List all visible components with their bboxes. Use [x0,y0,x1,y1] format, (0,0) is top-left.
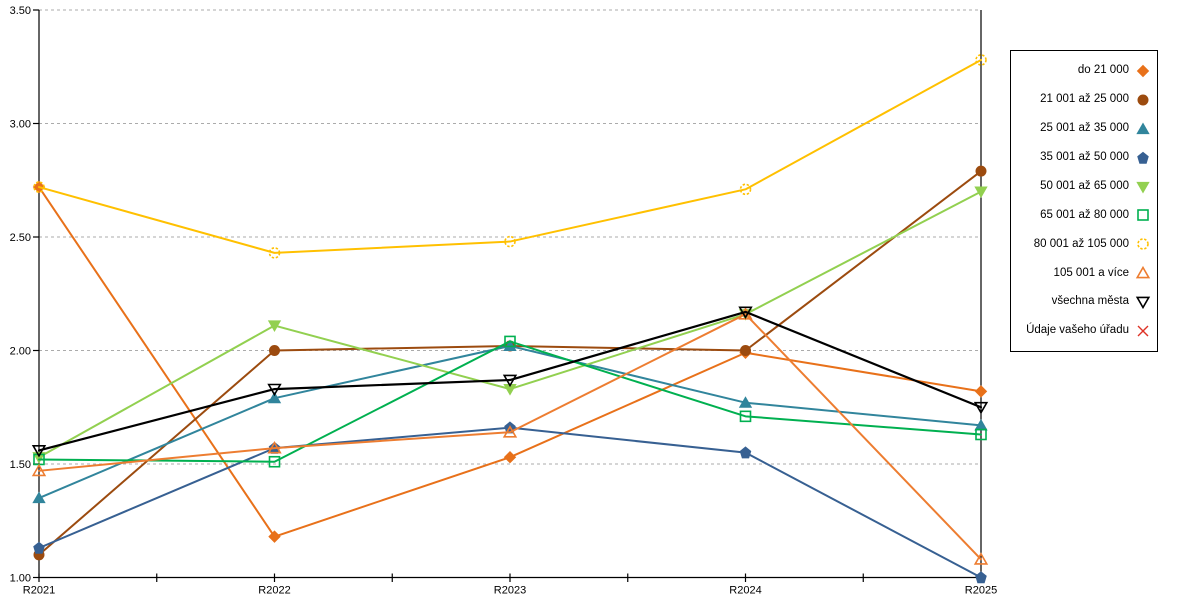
plot-area: 1.00 1.50 2.00 2.50 3.00 3.50 R2021 R2022 R2023 R… [10,5,998,597]
x-legend-icon [1137,325,1149,337]
series-line [38,426,982,579]
triangle-up-legend-icon [1136,122,1150,134]
triangle-down-marker [738,306,753,320]
triangle-up-marker [1135,266,1151,279]
triangle-down-marker [31,444,47,458]
legend-label: 50 001 až 65 000 [1040,179,1129,192]
triangle-up-marker [503,339,517,352]
series-line [38,58,982,254]
triangle-down-marker [1135,296,1151,310]
series-line [37,310,983,452]
legend-label: Údaje vašeho úřadu [1026,324,1129,337]
diamond-marker [1136,64,1150,78]
legend-item: 65 001 až 80 000 [1011,202,1157,228]
square-marker [975,428,987,441]
legend-label: všechna města [1051,295,1129,308]
triangle-up-marker [267,391,282,404]
x-tick-label: R2021 [23,585,55,597]
legend-item: do 21 000 [1011,58,1157,84]
pentagon-legend-icon [1137,151,1149,164]
circle-marker [268,247,281,259]
square-marker [739,410,752,423]
circle-marker [1137,238,1149,251]
legend-item: všechna města [1011,289,1157,315]
y-tick-label: 2.50 [10,232,31,244]
circle-marker [740,345,751,356]
pentagon-marker [1137,151,1149,164]
pentagon-marker [33,541,45,554]
y-tick-label: 3.50 [10,5,31,17]
y-tick-label: 1.50 [10,459,31,471]
triangle-down-marker [502,374,518,388]
y-tick-label: 3.00 [10,119,31,131]
x-tick-label: R2025 [965,585,997,597]
circle-legend-icon [1137,94,1149,106]
series-line [38,170,982,556]
circle-marker [504,235,516,248]
legend-label: 21 001 až 25 000 [1040,93,1129,106]
triangle-down-marker [267,383,282,397]
circle-marker [269,345,280,356]
legend-item: 25 001 až 35 000 [1011,116,1157,142]
legend-item: Údaje vašeho úřadu [1011,318,1157,344]
circle-marker [33,181,45,193]
legend-label: 105 001 a více [1053,266,1129,279]
circle-marker [739,183,752,196]
diamond-legend-icon [1136,64,1150,78]
triangle-up-marker [1136,122,1150,134]
x-marker [1137,325,1149,337]
triangle-up-marker [502,425,518,438]
diamond-marker [268,530,281,543]
triangle-up-marker [32,491,46,504]
triangle-up-marker [738,396,753,408]
triangle-down-marker [267,320,282,333]
square-marker [268,455,281,468]
legend-label: 80 001 až 105 000 [1033,237,1129,250]
diamond-marker [503,450,517,464]
pentagon-marker [975,571,987,584]
circle-legend-icon [1137,238,1149,251]
series-line [38,340,982,463]
triangle-down-marker [974,186,988,199]
circle-marker [1137,94,1149,106]
legend-item: 21 001 až 25 000 [1011,87,1157,113]
triangle-up-marker [973,552,989,565]
legend-item: 50 001 až 65 000 [1011,174,1157,200]
y-tick-label: 1.00 [10,573,31,585]
legend-label: 25 001 až 35 000 [1040,121,1129,134]
legend-label: 35 001 až 50 000 [1040,150,1129,163]
y-tick-label: 2.00 [10,346,31,358]
x-tick-label: R2022 [258,585,290,597]
x-tick-label: R2024 [729,585,761,597]
triangle-down-legend-icon [1136,181,1150,194]
series-line [38,186,982,538]
circle-marker [975,165,987,177]
triangle-up-marker [31,463,47,477]
x-tick-label: R2023 [494,585,526,597]
square-marker [504,335,516,348]
triangle-up-legend-icon [1135,266,1151,279]
chart-legend: do 21 000 21 001 až 25 000 25 001 až 35 00… [1010,50,1158,352]
legend-item: 80 001 až 105 000 [1011,231,1157,257]
diamond-marker [974,385,988,398]
triangle-down-legend-icon [1135,296,1151,310]
square-legend-icon [1137,209,1149,222]
legend-label: do 21 000 [1077,64,1129,77]
legend-item: 35 001 až 50 000 [1011,145,1157,171]
pentagon-marker [739,446,752,459]
legend-item: 105 001 a více [1011,260,1157,286]
legend-label: 65 001 až 80 000 [1040,208,1129,221]
series-line [38,190,982,459]
circle-marker [975,54,987,66]
triangle-up-marker [267,441,282,454]
square-marker [1137,209,1149,222]
triangle-down-marker [973,401,989,415]
triangle-down-marker [1136,181,1150,194]
series-line [38,313,982,561]
